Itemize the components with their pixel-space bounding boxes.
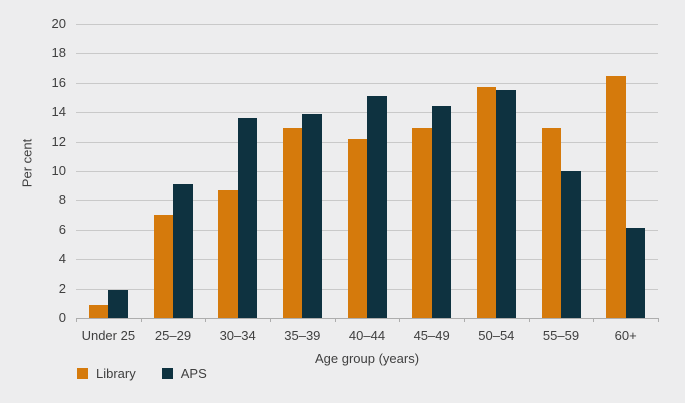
x-tick-label-25-29: 25–29	[154, 328, 192, 343]
bar-aps-60+	[625, 228, 646, 318]
y-tick-label-6: 6	[58, 221, 66, 237]
x-axis-tick	[593, 318, 594, 322]
bar-library-55-59	[541, 128, 561, 318]
y-tick-label-16: 16	[51, 74, 66, 90]
gridline-18	[76, 53, 658, 55]
bar-library-40-44	[347, 138, 367, 318]
x-axis-tick	[658, 318, 659, 322]
y-tick-label-14: 14	[51, 104, 66, 120]
y-tick-label-0: 0	[58, 310, 66, 325]
x-tick-label-55-59: 55–59	[542, 328, 580, 343]
x-tick-label-30-34: 30–34	[219, 328, 256, 343]
x-tick-label-40-44: 40–44	[348, 328, 386, 343]
bar-aps-under-25	[108, 290, 128, 318]
x-axis-tick	[141, 318, 142, 322]
legend-label-aps: APS	[180, 366, 207, 381]
legend-item-aps: APS	[161, 366, 207, 381]
y-tick-label-10: 10	[51, 163, 66, 178]
bar-aps-45-49	[431, 106, 452, 318]
bar-library-25-29	[153, 215, 173, 318]
plot-area	[76, 24, 659, 322]
gridline-16	[76, 82, 658, 84]
y-tick-label-20: 20	[51, 16, 66, 31]
x-axis-tick	[399, 318, 400, 322]
x-tick-label-50-54: 50–54	[478, 328, 515, 343]
x-tick-label-under-25: Under 25	[81, 328, 136, 343]
x-axis-tick	[464, 318, 465, 322]
bar-aps-25-29	[173, 184, 193, 318]
bar-library-45-49	[412, 128, 432, 318]
x-axis-tick	[270, 318, 271, 322]
bar-library-50-54	[476, 87, 497, 318]
legend-swatch-library	[77, 368, 88, 379]
bar-aps-30-34	[237, 118, 258, 318]
x-axis-tick	[335, 318, 336, 322]
y-tick-label-4: 4	[58, 251, 66, 267]
bar-aps-35-39	[302, 113, 322, 318]
x-tick-label-35-39: 35–39	[284, 328, 321, 343]
bar-library-under-25	[88, 304, 109, 318]
y-tick-label-2: 2	[58, 280, 66, 296]
legend: Library APS	[77, 366, 207, 381]
y-tick-label-18: 18	[51, 45, 66, 61]
bar-library-35-39	[282, 128, 303, 318]
x-axis-title: Age group (years)	[314, 351, 420, 366]
bar-library-30-34	[218, 190, 238, 318]
bar-aps-55-59	[561, 171, 581, 318]
legend-item-library: Library	[77, 366, 136, 381]
x-tick-label-45-49: 45–49	[413, 328, 450, 343]
y-tick-label-8: 8	[58, 192, 66, 208]
y-tick-label-12: 12	[51, 133, 66, 149]
gridline-20	[76, 24, 658, 25]
bar-aps-40-44	[367, 96, 387, 318]
x-axis-tick	[529, 318, 530, 322]
x-axis-tick	[205, 318, 206, 322]
bar-aps-50-54	[496, 90, 516, 318]
x-axis-tick	[76, 318, 77, 322]
legend-swatch-aps	[161, 368, 173, 379]
bar-library-60+	[606, 75, 626, 318]
x-tick-label-60+: 60+	[614, 328, 637, 343]
legend-label-library: Library	[96, 366, 136, 381]
